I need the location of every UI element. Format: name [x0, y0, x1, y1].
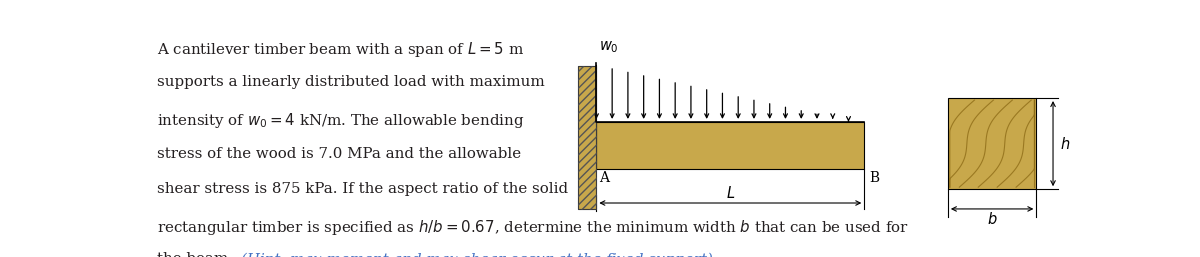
Text: $L$: $L$ — [726, 185, 734, 201]
Text: shear stress is 875 kPa. If the aspect ratio of the solid: shear stress is 875 kPa. If the aspect r… — [157, 182, 569, 196]
Text: A cantilever timber beam with a span of $L = 5$ m: A cantilever timber beam with a span of … — [157, 40, 524, 59]
Text: A: A — [599, 171, 610, 185]
Text: (Hint: max moment and max shear occur at the fixed support): (Hint: max moment and max shear occur at… — [241, 252, 713, 257]
Bar — [596, 122, 864, 169]
Text: the beam.: the beam. — [157, 252, 238, 257]
Bar — [948, 98, 1037, 189]
Bar — [578, 67, 596, 209]
Text: rectangular timber is specified as $h/b = 0.67$, determine the minimum width $b$: rectangular timber is specified as $h/b … — [157, 218, 910, 237]
Text: stress of the wood is 7.0 MPa and the allowable: stress of the wood is 7.0 MPa and the al… — [157, 146, 522, 161]
Text: $h$: $h$ — [1061, 136, 1070, 152]
Text: B: B — [869, 171, 880, 185]
Bar — [578, 67, 596, 209]
Text: intensity of $w_0 = 4$ kN/m. The allowable bending: intensity of $w_0 = 4$ kN/m. The allowab… — [157, 111, 524, 130]
Text: $w_0$: $w_0$ — [599, 39, 619, 54]
Text: supports a linearly distributed load with maximum: supports a linearly distributed load wit… — [157, 75, 545, 89]
Text: $b$: $b$ — [986, 211, 997, 227]
